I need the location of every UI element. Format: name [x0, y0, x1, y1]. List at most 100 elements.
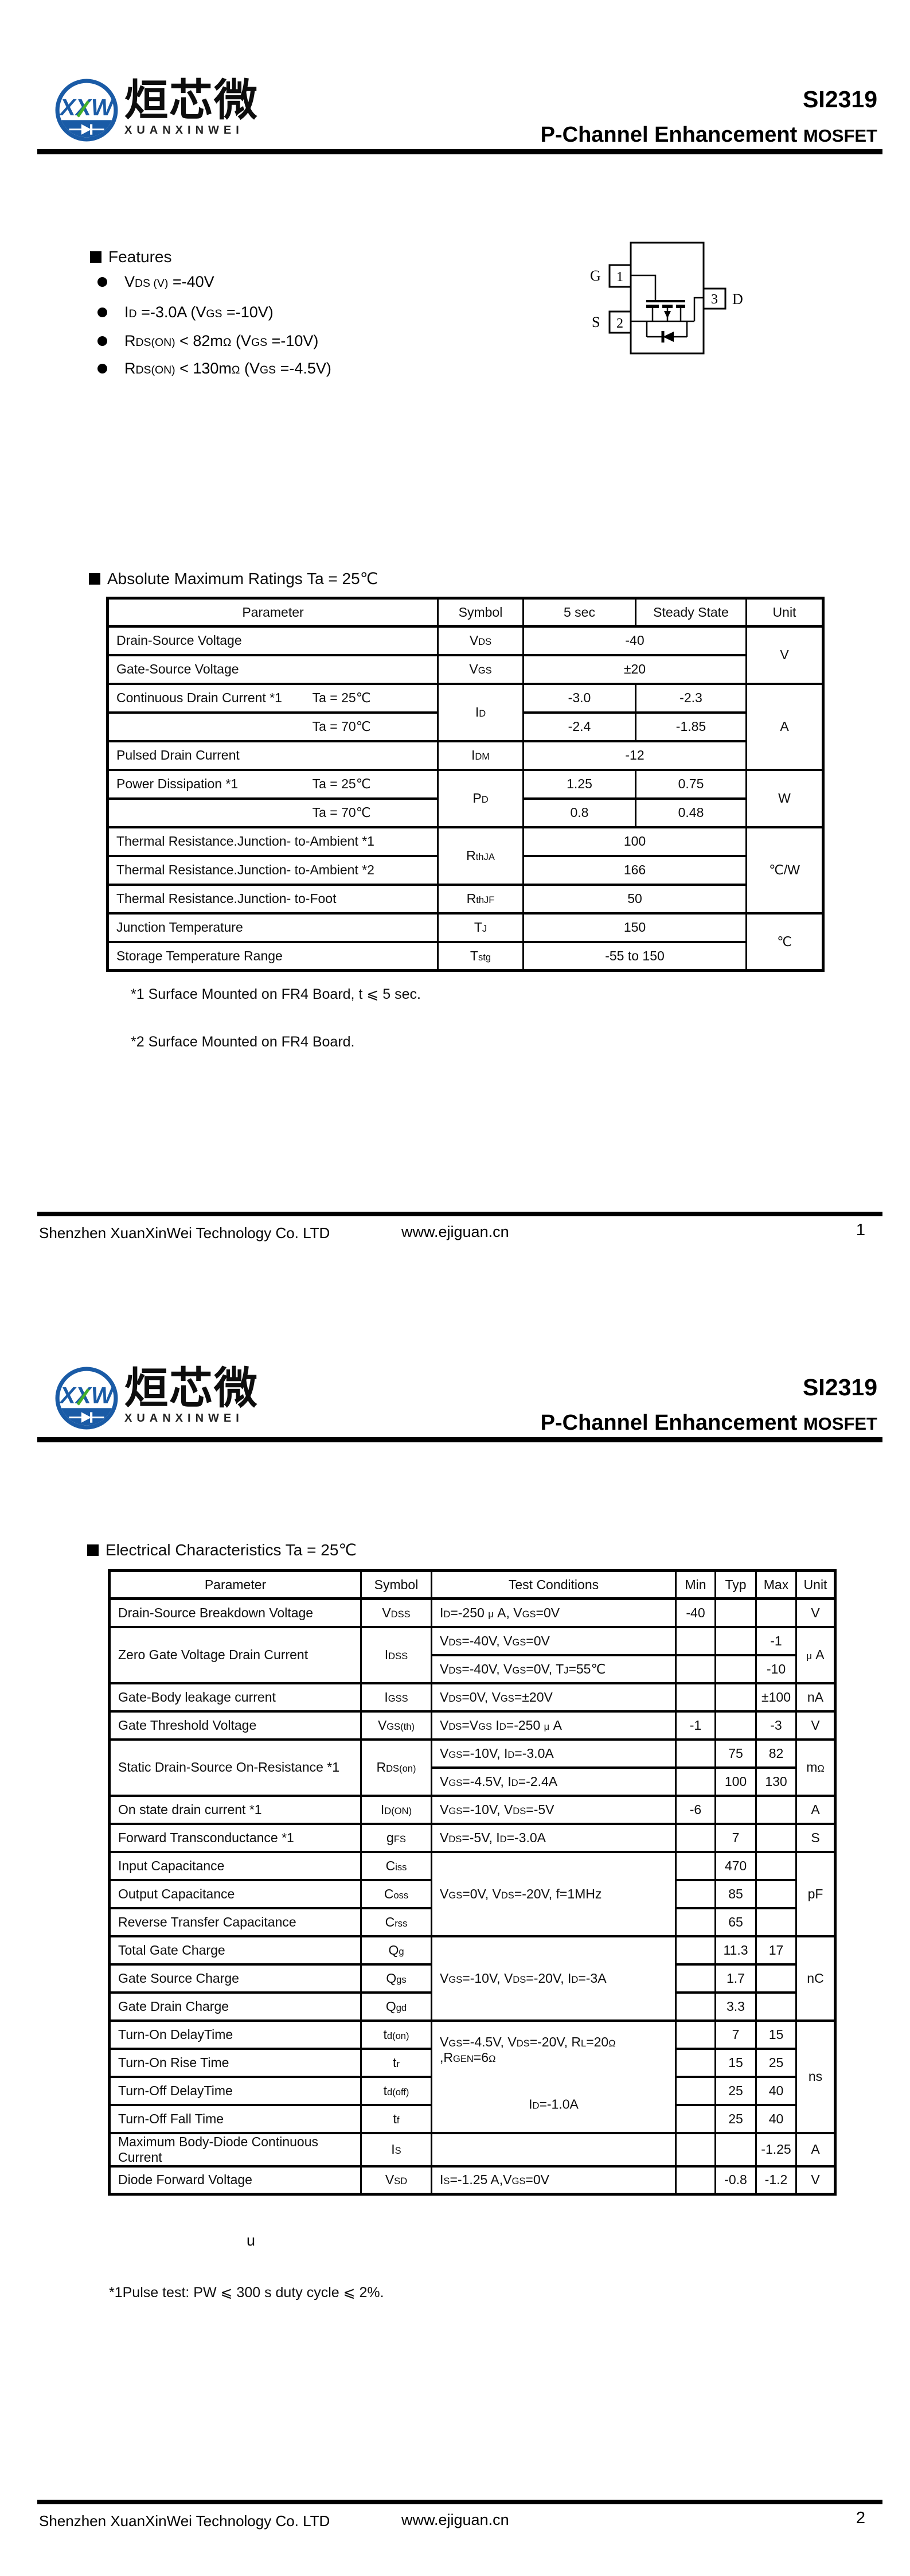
footer-website: www.ejiguan.cn: [401, 2511, 509, 2528]
amr-cell: VGS: [437, 653, 524, 685]
ec-cell: 82: [755, 1738, 797, 1769]
ec-cell: gFS: [360, 1822, 432, 1853]
pin3-box: [702, 287, 727, 310]
ec-cell: Forward Transconductance *1: [108, 1822, 362, 1853]
ec-cell: [675, 2075, 716, 2106]
ec-cell: Turn-Off DelayTime: [108, 2075, 362, 2106]
ec-cell: [675, 1682, 716, 1713]
ec-cell: 40: [755, 2075, 797, 2106]
amr-cell-text: Power Dissipation *1: [116, 776, 239, 791]
amr-row: Thermal Resistance.Junction- to-Ambient …: [107, 854, 823, 886]
amr-note-1: *1 Surface Mounted on FR4 Board, t ⩽ 5 s…: [131, 986, 421, 1002]
ec-cell: Diode Forward Voltage: [108, 2165, 362, 2196]
ec-cell: VGS=-10V, ID=-3.0A: [431, 1738, 677, 1769]
ec-cell: VDSS: [360, 1597, 432, 1628]
features-section-title: Features: [90, 248, 172, 266]
brand-name-en: XUANXINWEI: [124, 1411, 244, 1425]
amr-cell-condition: Ta = 25℃: [312, 776, 371, 791]
ec-cell: IGSS: [360, 1682, 432, 1713]
ec-cell: [675, 1906, 716, 1937]
amr-row: Thermal Resistance.Junction- to-Foot RthJ…: [107, 883, 823, 915]
ec-cell: VDS=VGS ID=-250 μ A: [431, 1710, 677, 1741]
ec-cell: Zero Gate Voltage Drain Current: [108, 1625, 362, 1684]
ec-row: Forward Transconductance *1 gFS VDS=-5V, I…: [108, 1822, 836, 1853]
ec-cell: 11.3: [714, 1935, 757, 1966]
ec-cell: 7: [714, 1822, 757, 1853]
amr-cell: 0.8: [522, 797, 636, 828]
part-number: SI2319: [803, 86, 877, 112]
ec-cell: 40: [755, 2103, 797, 2134]
ec-cell: VGS=-10V, VDS=-5V: [431, 1794, 677, 1825]
ec-cell: [755, 1822, 797, 1853]
logo-green-accent-icon: [76, 100, 90, 118]
ec-cell: -10: [755, 1653, 797, 1684]
ec-cell: On state drain current *1: [108, 1794, 362, 1825]
ec-cell: 1.7: [714, 1963, 757, 1994]
amr-cell: 50: [522, 883, 747, 915]
ec-cell: -0.8: [714, 2165, 757, 2196]
bullet-icon: [97, 307, 107, 317]
amr-cell: ±20: [522, 653, 747, 685]
amr-cell: Thermal Resistance.Junction- to-Foot: [107, 883, 439, 915]
amr-cell: 1.25: [522, 768, 636, 800]
amr-row: Gate-Source Voltage VGS ±20: [107, 653, 823, 685]
doc-title-main: P-Channel Enhancement: [540, 123, 798, 147]
doc-title-small: MOSFET: [803, 1414, 877, 1434]
amr-cell: -1.85: [635, 711, 747, 742]
amr-cell: -3.0: [522, 682, 636, 714]
drain-pin-label: D: [732, 291, 743, 308]
amr-row: Continuous Drain Current *1 Ta = 25℃ ID -3.…: [107, 682, 824, 771]
ec-cell: ID(ON): [360, 1794, 432, 1825]
ec-cell: Output Capacitance: [108, 1878, 362, 1909]
ec-cell: [755, 1991, 797, 2022]
ec-cell: A: [795, 2131, 836, 2168]
ec-cell: Qgd: [360, 1991, 432, 2022]
ec-cell-line: ID=-1.0A: [529, 2096, 579, 2111]
amr-cell: Ta = 70℃: [107, 711, 439, 742]
ec-cell: td(off): [360, 2075, 432, 2106]
ec-cell: 470: [714, 1850, 757, 1881]
footer-company: Shenzhen XuanXinWei Technology Co. LTD: [39, 1224, 330, 1242]
feature-text: RDS(ON) < 82mΩ (VGS =-10V): [124, 332, 319, 349]
brand-name-en: XUANXINWEI: [124, 123, 244, 137]
ec-cell: 3.3: [714, 1991, 757, 2022]
amr-note-2: *2 Surface Mounted on FR4 Board.: [131, 1034, 355, 1050]
ec-cell: [714, 1710, 757, 1741]
section-square-icon: [90, 251, 101, 263]
bullet-icon: [97, 277, 107, 287]
ec-cell: Gate Threshold Voltage: [108, 1710, 362, 1741]
ec-cell: V: [795, 2165, 836, 2196]
amr-cell: Drain-Source Voltage: [107, 625, 439, 656]
ec-cell: Maximum Body-Diode Continuous Current: [108, 2131, 362, 2168]
header-rule: [37, 1437, 882, 1442]
brand-logo: XXW 烜芯微 XUANXINWEI: [54, 1366, 259, 1430]
ec-cell: VDS=0V, VGS=±20V: [431, 1682, 677, 1713]
ec-cell: Qg: [360, 1935, 432, 1966]
amr-cell-text: Continuous Drain Current *1: [116, 690, 282, 705]
amr-cell: ℃/W: [745, 826, 824, 915]
ec-cell: Gate-Body leakage current: [108, 1682, 362, 1713]
amr-cell: W: [745, 768, 824, 828]
ec-cell: IS: [360, 2131, 432, 2168]
stray-mu-character: u: [247, 2232, 256, 2249]
ec-cell: 15: [714, 2047, 757, 2078]
ec-cell: [714, 1794, 757, 1825]
ec-cell: ns: [795, 2019, 836, 2134]
amr-cell: -12: [522, 740, 747, 771]
ec-cell: VGS=-10V, VDS=-20V, ID=-3A: [431, 1935, 677, 2022]
pin1-number: 1: [616, 270, 623, 285]
amr-title-label: Absolute Maximum Ratings Ta = 25℃: [107, 570, 378, 587]
feature-item: RDS(ON) < 130mΩ (VGS =-4.5V): [97, 359, 331, 378]
amr-row: Ta = 70℃ -2.4 -1.85: [107, 711, 823, 742]
ec-cell: VDS=-40V, VGS=0V: [431, 1625, 677, 1656]
ec-row: Gate Drain Charge Qgd 3.3: [108, 1991, 835, 2022]
logo-green-accent-icon: [76, 1388, 90, 1406]
ec-cell: [675, 1935, 716, 1966]
ec-cell: Turn-On Rise Time: [108, 2047, 362, 2078]
ec-cell: VDS=-40V, VGS=0V, TJ=55℃: [431, 1653, 677, 1684]
ec-cell: td(on): [360, 2019, 432, 2050]
ec-cell: Turn-Off Fall Time: [108, 2103, 362, 2134]
ec-cell: -1: [755, 1625, 797, 1656]
feature-text: RDS(ON) < 130mΩ (VGS =-4.5V): [124, 359, 331, 377]
ec-cell: [431, 2131, 677, 2168]
